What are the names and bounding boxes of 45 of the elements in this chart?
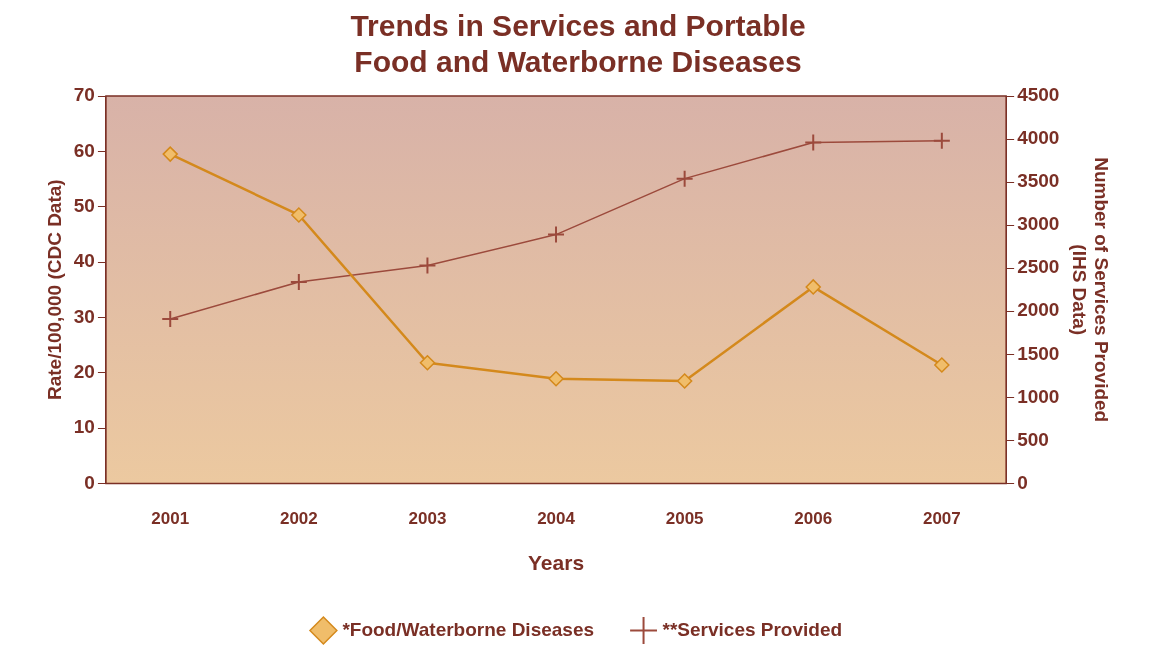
x-tick-label: 2007	[922, 509, 961, 529]
y2-tick-label: 1000	[1017, 385, 1060, 407]
point	[676, 373, 693, 389]
point	[675, 169, 694, 188]
y-tick-label: 70	[73, 84, 95, 106]
point	[805, 279, 821, 295]
x-tick-label: 2001	[151, 509, 190, 529]
y-tick-label: 10	[73, 416, 95, 438]
chart-title: Trends in Services and Portable Food and Waterborne Diseases	[350, 9, 806, 79]
y2-tick-label: 2500	[1017, 256, 1060, 278]
point	[932, 131, 951, 150]
point	[547, 225, 566, 244]
x-tick-label: 2006	[794, 509, 833, 529]
y-tick-label: 30	[73, 305, 95, 327]
x-axis-title: Years	[528, 551, 585, 575]
y2-tick-label: 4500	[1017, 84, 1060, 106]
y-tick-label: 20	[73, 360, 95, 382]
point	[291, 207, 307, 223]
point	[934, 357, 950, 373]
y2-tick-label: 3500	[1017, 170, 1060, 192]
x-tick-label: 2002	[279, 509, 318, 529]
legend-label: **Services Provided	[662, 618, 843, 640]
point	[804, 133, 823, 152]
y2-tick-label: 4000	[1017, 127, 1060, 149]
y2-tick-label: 1500	[1017, 342, 1060, 364]
point	[161, 309, 180, 328]
legend-label: *Food/Waterborne Diseases	[342, 618, 595, 640]
y2-tick-label: 2000	[1017, 299, 1060, 321]
point	[289, 272, 308, 291]
point	[418, 256, 437, 275]
point	[419, 355, 436, 371]
y-tick-label: 40	[73, 250, 95, 272]
y2-tick-label: 3000	[1017, 213, 1060, 235]
y2-tick-label: 0	[1017, 471, 1028, 493]
y-tick-label: 60	[73, 139, 95, 161]
y2-axis-title: Number of Services Provided (IHS Data)	[1068, 157, 1113, 423]
x-tick-label: 2004	[537, 509, 576, 529]
y-tick-label: 0	[84, 471, 95, 493]
x-tick-label: 2003	[408, 509, 447, 529]
point	[548, 371, 564, 387]
y-axis-title: Rate/100,000 (CDC Data)	[43, 179, 65, 401]
x-tick-label: 2005	[665, 509, 704, 529]
point	[162, 146, 178, 162]
y-tick-label: 50	[73, 194, 95, 216]
y2-tick-label: 500	[1017, 428, 1049, 450]
